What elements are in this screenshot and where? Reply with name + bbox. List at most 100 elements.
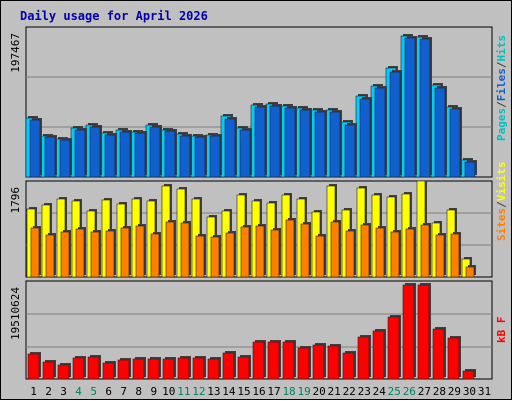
bar-sites-day-15: [240, 226, 250, 278]
bar-sites-day-10: [165, 221, 175, 278]
bar-kb-f-day-26: [402, 284, 415, 380]
x-tick-day-10: 10: [162, 385, 175, 398]
bar-sites-day-12: [195, 235, 205, 278]
bar-sites-day-19: [300, 223, 310, 278]
legend-entry: Files: [495, 68, 508, 101]
bar-sites-day-30: [465, 266, 475, 278]
bar-kb-f-day-22: [342, 352, 355, 380]
bar-files-day-15: [239, 129, 251, 178]
x-tick-day-9: 9: [150, 385, 157, 398]
bar-kb-f-day-25: [387, 316, 400, 380]
bar-kb-f-day-30: [462, 370, 475, 380]
x-tick-day-28: 28: [433, 385, 446, 398]
x-tick-day-8: 8: [135, 385, 142, 398]
x-tick-day-22: 22: [343, 385, 356, 398]
legend-entry: /: [495, 101, 508, 108]
bar-files-day-3: [59, 139, 71, 178]
panel-2-legend: Sites/Visits: [495, 162, 508, 242]
bar-files-day-17: [269, 105, 281, 178]
bar-sites-day-27: [420, 224, 430, 278]
bar-kb-f-day-20: [312, 344, 325, 380]
bar-kb-f-day-13: [207, 358, 220, 380]
bar-files-day-19: [299, 109, 311, 178]
bar-files-day-12: [194, 136, 206, 178]
panel-1-ymax-label: 197467: [9, 33, 22, 73]
bar-sites-day-24: [375, 227, 385, 278]
bar-kb-f-day-23: [357, 336, 370, 380]
bar-sites-day-6: [105, 230, 115, 278]
bar-sites-day-20: [315, 235, 325, 278]
x-tick-day-1: 1: [30, 385, 37, 398]
bar-sites-day-14: [225, 232, 235, 278]
bar-sites-day-28: [435, 234, 445, 278]
bar-files-day-24: [374, 87, 386, 178]
x-tick-day-7: 7: [120, 385, 127, 398]
bar-kb-f-day-14: [222, 352, 235, 380]
x-tick-day-3: 3: [60, 385, 67, 398]
bar-kb-f-day-10: [162, 358, 175, 380]
bar-files-day-16: [254, 106, 266, 178]
x-tick-day-17: 17: [267, 385, 280, 398]
bar-kb-f-day-5: [87, 356, 100, 380]
bar-sites-day-17: [270, 229, 280, 278]
bar-files-day-11: [179, 135, 191, 178]
bar-files-day-1: [29, 119, 41, 178]
x-tick-day-31: 31: [478, 385, 491, 398]
bar-kb-f-day-6: [102, 362, 115, 380]
x-tick-day-16: 16: [252, 385, 265, 398]
bar-sites-day-2: [45, 234, 55, 278]
bar-sites-day-18: [285, 219, 295, 278]
x-tick-day-11: 11: [177, 385, 190, 398]
bar-sites-day-23: [360, 224, 370, 278]
legend-entry: /: [495, 201, 508, 208]
bar-files-day-7: [119, 131, 131, 178]
x-tick-day-6: 6: [105, 385, 112, 398]
panel-3-legend: kB F: [495, 317, 508, 344]
bar-files-day-21: [329, 111, 341, 178]
bar-files-day-13: [209, 135, 221, 178]
bar-files-day-6: [104, 134, 116, 178]
bar-kb-f-day-16: [252, 341, 265, 380]
legend-entry: Visits: [495, 162, 508, 202]
legend-entry: Sites: [495, 208, 508, 241]
bar-files-day-9: [149, 126, 161, 178]
bar-kb-f-day-27: [417, 284, 430, 380]
x-tick-day-23: 23: [358, 385, 371, 398]
bar-sites-day-26: [405, 228, 415, 278]
bar-files-day-10: [164, 130, 176, 178]
bar-kb-f-day-18: [282, 341, 295, 380]
bar-sites-day-29: [450, 233, 460, 278]
bar-files-day-26: [404, 37, 416, 178]
legend-entry: Hits: [495, 35, 508, 62]
bar-files-day-30: [464, 161, 476, 178]
bar-sites-day-7: [120, 227, 130, 278]
x-tick-day-19: 19: [297, 385, 310, 398]
bar-sites-day-5: [90, 231, 100, 278]
x-tick-day-14: 14: [222, 385, 236, 398]
bar-sites-day-11: [180, 222, 190, 278]
bar-kb-f-day-29: [447, 337, 460, 380]
bar-kb-f-day-9: [147, 358, 160, 380]
x-tick-day-13: 13: [207, 385, 220, 398]
x-tick-day-20: 20: [313, 385, 326, 398]
bar-kb-f-day-8: [132, 358, 145, 380]
bar-sites-day-13: [210, 236, 220, 278]
bar-files-day-29: [449, 108, 461, 178]
x-tick-day-12: 12: [192, 385, 205, 398]
x-tick-day-21: 21: [328, 385, 341, 398]
bar-sites-day-21: [330, 221, 340, 278]
bar-files-day-28: [434, 87, 446, 178]
bar-kb-f-day-15: [237, 356, 250, 380]
x-tick-day-2: 2: [45, 385, 52, 398]
bar-files-day-25: [389, 71, 401, 178]
panel-1-legend: Pages/Files/Hits: [495, 35, 508, 141]
bar-kb-f-day-1: [27, 353, 40, 380]
bar-files-day-20: [314, 111, 326, 178]
bar-kb-f-day-3: [57, 364, 70, 380]
x-tick-day-27: 27: [418, 385, 431, 398]
x-tick-day-25: 25: [388, 385, 401, 398]
bar-kb-f-day-21: [327, 345, 340, 380]
bar-kb-f-day-11: [177, 357, 190, 380]
x-tick-day-26: 26: [403, 385, 416, 398]
